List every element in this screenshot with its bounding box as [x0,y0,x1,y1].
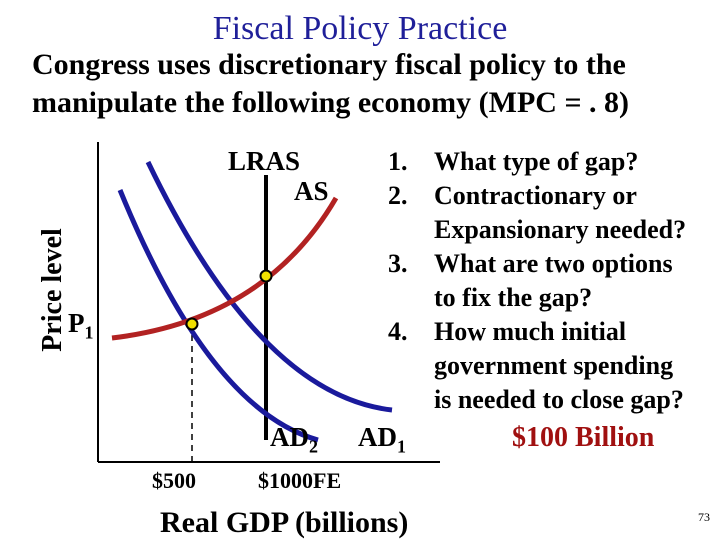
price-level-p1-label: P1 [68,308,94,343]
ad1-curve [145,160,393,413]
question-line: government spending [434,351,674,380]
as-curve [111,196,339,341]
question-line: 3. What are two options [388,249,673,278]
p1-text: P [68,308,85,338]
subtitle-line-1: Congress uses discretionary fiscal polic… [32,48,626,81]
page-title: Fiscal Policy Practice [212,10,508,47]
ad2-curve [117,189,319,443]
ad2-label: AD2 [270,422,318,457]
slide-number: 73 [698,510,710,524]
y-axis-label: Price level [37,228,68,352]
subtitle-line-2: manipulate the following economy (MPC = … [32,86,630,119]
answer-text: $100 Billion [512,422,655,453]
lras-label: LRAS [228,146,301,176]
question-line: Expansionary needed? [434,215,687,244]
question-line: 2. Contractionary or [388,181,637,210]
question-line: 1. What type of gap? [388,147,639,176]
question-line: to fix the gap? [434,283,593,312]
x-tick-500: $500 [152,468,196,493]
as-label: AS [294,176,329,206]
p1-subscript: 1 [84,322,94,343]
x-tick-1000fe: $1000FE [258,468,342,493]
ad1-subscript: 1 [397,436,406,457]
ad1-label: AD1 [358,422,406,457]
question-line: 4. How much initial [388,317,627,346]
x-axis-label: Real GDP (billions) [160,506,409,539]
ad1-text: AD [358,422,397,452]
equilibrium-point-ad1 [259,269,273,283]
equilibrium-point-ad2 [185,317,199,331]
question-line: is needed to close gap? [434,385,684,414]
ad2-text: AD [270,422,309,452]
questions-list: 1. What type of gap? 2. Contractionary or … [388,145,718,417]
ad2-subscript: 2 [309,436,318,457]
